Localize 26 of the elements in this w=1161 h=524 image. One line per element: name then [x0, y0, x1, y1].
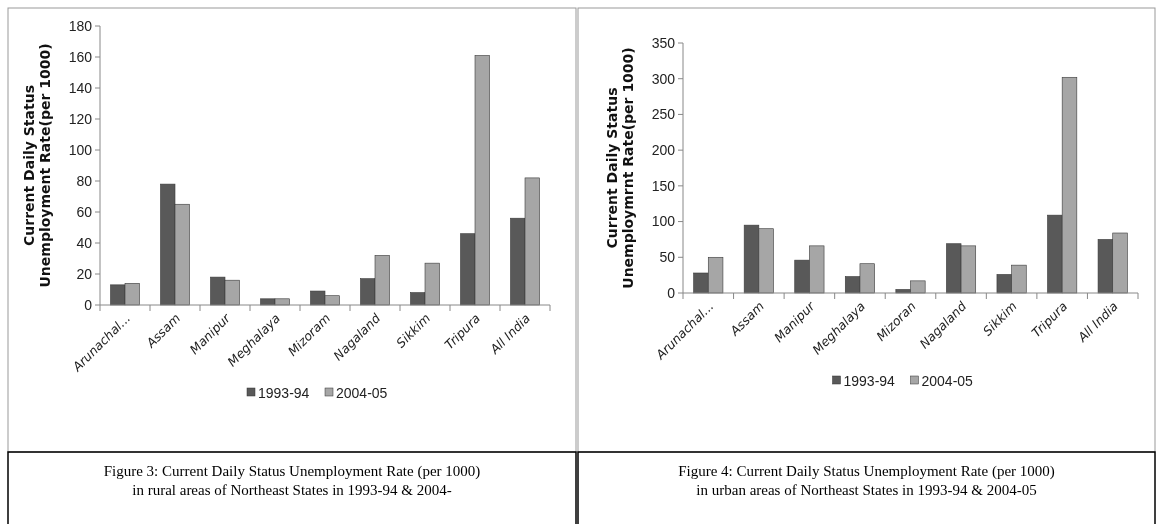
y-tick-label: 160: [68, 48, 93, 65]
y-tick-label: 0: [84, 296, 93, 313]
y-tick-label: 350: [651, 34, 676, 51]
y-tick-label: 120: [68, 110, 93, 127]
y-tick-label: 100: [68, 141, 93, 158]
legend-label: 2004-05: [921, 372, 974, 389]
y-tick-label: 180: [68, 17, 93, 34]
y-tick-label: 150: [651, 177, 676, 194]
y-tick-label: 100: [651, 213, 676, 230]
legend-label: 1993-94: [258, 384, 310, 401]
y-tick-label: 140: [68, 79, 93, 96]
y-tick-label: 40: [76, 234, 93, 251]
legend-label: 1993-94: [843, 372, 896, 389]
y-tick-label: 0: [667, 284, 676, 301]
y-tick-label: 200: [651, 142, 676, 159]
y-tick-label: 60: [76, 203, 93, 220]
caption: Figure 3: Current Daily Status Unemployment Rate (per 1000) in rural areas of Northeast States in 1993-94 & 2004-: [103, 463, 481, 498]
legend-label: 2004-05: [336, 384, 388, 401]
y-tick-label: 50: [659, 249, 676, 266]
y-tick-label: 300: [651, 70, 676, 87]
y-axis-title: Current Daily Status Unemploymrnt Rate(per 1000): [603, 47, 637, 289]
y-tick-label: 20: [76, 265, 93, 282]
y-tick-label: 250: [651, 106, 676, 123]
caption: Figure 4: Current Daily Status Unemployment Rate (per 1000) in urban areas of Northeast States in 1993-94 & 2004-05: [678, 463, 1055, 498]
y-tick-label: 80: [76, 172, 93, 189]
y-axis-title: Current Daily Status Unemployment Rate(per 1000): [20, 43, 54, 288]
